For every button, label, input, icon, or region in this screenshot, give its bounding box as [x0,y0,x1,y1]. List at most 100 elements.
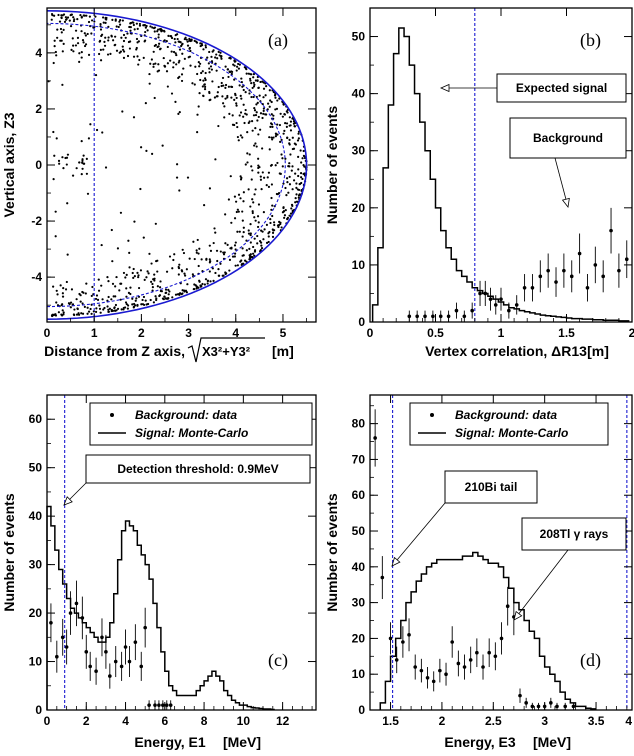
event-point [208,99,211,102]
event-point [144,26,147,29]
event-point [271,204,274,207]
event-point [150,262,153,265]
x-axis-math-a: X3²+Y3² [202,344,251,359]
event-point [107,39,110,42]
event-point [221,95,224,98]
event-point [143,303,146,307]
event-point [68,19,71,22]
event-point [80,30,83,33]
event-point [66,253,69,256]
event-point [185,38,188,41]
event-point [254,79,257,82]
event-point [54,210,57,213]
event-point [178,263,181,266]
event-point [85,157,88,160]
annotation-tl-gamma-box [521,517,627,551]
event-point [262,210,265,214]
event-point [199,284,202,287]
event-point [282,182,285,185]
event-point [251,211,254,215]
event-point [241,235,244,238]
event-point [106,299,109,302]
event-point [66,202,69,205]
event-point [115,25,118,28]
x-tick-label: 1.5 [382,714,399,728]
event-point [251,210,254,213]
event-point [255,111,258,114]
event-point [148,72,151,76]
event-point [150,58,153,61]
event-point [114,35,117,38]
event-point [152,301,155,304]
event-point [131,271,134,275]
event-point [249,232,252,235]
data-point [401,640,405,644]
event-point [82,154,85,157]
event-point [210,55,213,58]
event-point [183,272,186,275]
data-point [55,654,59,659]
data-point [530,704,535,709]
x-tick-label: 4 [625,714,632,728]
event-point [257,171,260,174]
event-point [212,241,215,245]
event-point [125,273,128,276]
event-point [210,60,214,63]
x-tick-label: 2 [439,714,446,728]
event-point [73,313,76,317]
event-point [132,55,136,58]
data-point [438,314,443,319]
event-point [99,311,102,314]
data-point [514,303,519,307]
event-point [302,149,305,153]
event-point [255,95,258,99]
event-point [63,20,67,24]
annotation-bi-tail: 210Bi tail [465,480,518,494]
event-point [95,128,99,132]
y-tick-label: 40 [352,560,366,574]
event-point [262,109,265,112]
event-point [159,47,162,50]
x-tick-label: 10 [237,714,251,728]
event-point [247,188,250,191]
event-point [297,132,300,135]
event-point [153,26,157,29]
event-point [289,212,293,215]
event-point [183,57,186,60]
event-point [136,41,139,44]
event-point [186,283,189,286]
event-point [221,76,225,80]
event-point [165,40,168,43]
event-point [200,71,203,75]
event-point [237,62,240,66]
annotation-expected-signal: Expected signal [516,81,607,95]
y-tick-label: 4 [35,46,42,60]
event-point [176,37,179,41]
event-point [76,42,80,45]
event-point [61,295,65,298]
event-point [299,172,303,175]
event-point [272,221,276,224]
event-point [233,255,236,258]
event-point [298,193,301,197]
event-point [271,138,274,141]
event-point [75,313,79,316]
event-point [99,39,102,43]
event-point [209,249,213,252]
event-point [197,61,200,64]
event-point [293,125,296,128]
event-point [270,163,273,167]
event-point [151,282,154,286]
event-point [177,76,180,80]
event-point [261,147,264,150]
x-tick-label: 6 [161,714,168,728]
event-point [196,113,199,116]
x-axis-unit-d: [MeV] [533,734,571,750]
event-point [104,36,107,39]
event-point [278,220,281,224]
event-point [70,48,73,51]
event-point [296,188,299,191]
data-point [419,668,424,673]
event-point [87,53,91,56]
